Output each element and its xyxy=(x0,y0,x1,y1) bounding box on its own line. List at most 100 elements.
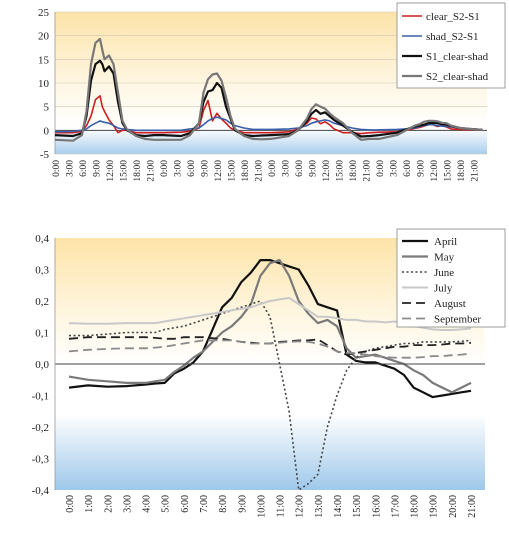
series-line-april xyxy=(68,259,472,399)
panel-b-x-tick-label: 21:00 xyxy=(467,495,478,518)
legend-label-clear-s2-s1: clear_S2-S1 xyxy=(426,11,480,23)
panel-b-y-tick-label: -0,1 xyxy=(32,391,49,403)
panel-a-x-tick-label: 18:00 xyxy=(457,160,467,182)
panel-a-x-tick-label: 12:00 xyxy=(430,160,440,182)
panel-a-legend: clear_S2-S1 shad_S2-S1 S1_clear-shad S2_cle… xyxy=(396,2,506,89)
panel-a-x-tick-label: 3:00 xyxy=(66,160,76,177)
series-line-september xyxy=(68,339,472,359)
panel-a-x-tick-label: 9:00 xyxy=(309,160,319,177)
panel-b-y-ticks: -0,4 -0,3 -0,2 -0,1 0,0 0,1 0,2 0,3 0,4 xyxy=(32,233,485,497)
panel-b-x-tick-label: 3:00 xyxy=(122,495,133,513)
panel-b-x-tick-label: 0:00 xyxy=(65,495,76,513)
panel-a-x-tick-label: 18:00 xyxy=(133,160,143,182)
panel-b-x-tick-label: 16:00 xyxy=(371,495,382,518)
series-line-may xyxy=(68,259,472,394)
panel-a-x-tick-label: 15:00 xyxy=(444,160,454,182)
panel-b-x-tick-label: 9:00 xyxy=(237,495,248,513)
panel-a-x-tick-label: 0:00 xyxy=(160,160,170,177)
series-line-august xyxy=(68,336,472,356)
panel-a-legend-box xyxy=(396,2,506,89)
panel-b-x-tick-label: 15:00 xyxy=(352,495,363,518)
panel-b-y-tick-label: -0,3 xyxy=(32,454,50,466)
panel-b-x-tick-label: 20:00 xyxy=(448,495,459,518)
panel-b: -0,4 -0,3 -0,2 -0,1 0,0 0,1 0,2 0,3 0,4 0:00 1:00… xyxy=(32,228,506,518)
panel-a-x-tick-label: 12:00 xyxy=(214,160,224,182)
panel-a-y-tick-label: -5 xyxy=(40,149,50,161)
series-line-s1-clear-shad xyxy=(54,59,483,138)
panel-b-series xyxy=(68,259,472,491)
panel-b-x-tick-label: 1:00 xyxy=(84,495,95,513)
panel-a-y-tick-label: 15 xyxy=(38,54,50,66)
panel-b-x-tick-label: 18:00 xyxy=(410,495,421,518)
panel-a-x-tick-label: 12:00 xyxy=(322,160,332,182)
panel-b-x-tick-label: 10:00 xyxy=(256,495,267,518)
series-line-s2-clear-shad xyxy=(54,37,483,142)
panel-b-x-tick-label: 2:00 xyxy=(103,495,114,513)
panel-a-y-ticks: -5 0 5 10 15 20 25 xyxy=(38,7,50,161)
panel-b-y-tick-label: 0,3 xyxy=(35,265,49,277)
panel-a-series xyxy=(54,37,483,142)
panel-a-x-tick-label: 9:00 xyxy=(201,160,211,177)
panel-b-x-ticks: 0:00 1:00 2:00 3:00 4:00 5:00 6:00 7:00 8:00 9:00… xyxy=(65,495,478,518)
panel-b-x-tick-label: 17:00 xyxy=(390,495,401,518)
panel-b-x-tick-label: 4:00 xyxy=(142,495,153,513)
panel-a-y-tick-label: 25 xyxy=(38,7,50,19)
legend-label-s1-clear-shad: S1_clear-shad xyxy=(426,51,489,63)
panel-b-y-tick-label: 0,2 xyxy=(35,296,49,308)
panel-a-y-tick-label: 20 xyxy=(38,31,50,43)
panel-a-x-tick-label: 6:00 xyxy=(79,160,89,177)
panel-b-x-tick-label: 6:00 xyxy=(180,495,191,513)
legend-label-july: July xyxy=(434,283,453,295)
panel-a-x-tick-label: 21:00 xyxy=(147,160,157,182)
panel-b-x-tick-label: 7:00 xyxy=(199,495,210,513)
panel-a-x-tick-label: 0:00 xyxy=(376,160,386,177)
panel-a-y-tick-label: 0 xyxy=(44,125,50,137)
panel-a-x-tick-label: 0:00 xyxy=(52,160,62,177)
panel-a-x-tick-label: 15:00 xyxy=(228,160,238,182)
panel-a-x-tick-label: 3:00 xyxy=(390,160,400,177)
legend-label-april: April xyxy=(434,236,457,248)
panel-a-x-ticks: 0:00 3:00 6:00 9:00 12:00 15:00 18:00 21:00 0:00… xyxy=(52,160,481,182)
panel-a-x-tick-label: 3:00 xyxy=(174,160,184,177)
legend-label-shad-s2-s1: shad_S2-S1 xyxy=(426,31,479,43)
panel-a-x-tick-label: 6:00 xyxy=(403,160,413,177)
panel-a-x-tick-label: 15:00 xyxy=(120,160,130,182)
panel-b-x-tick-label: 12:00 xyxy=(295,495,306,518)
panel-b-x-tick-label: 13:00 xyxy=(314,495,325,518)
panel-b-y-tick-label: 0,1 xyxy=(35,328,49,340)
panel-a-y-tick-label: 5 xyxy=(44,102,50,114)
legend-label-august: August xyxy=(434,298,466,310)
panel-b-y-tick-label: -0,2 xyxy=(32,422,49,434)
panel-a-x-tick-label: 3:00 xyxy=(282,160,292,177)
panel-a-x-tick-label: 15:00 xyxy=(336,160,346,182)
panel-a-x-tick-label: 6:00 xyxy=(187,160,197,177)
panel-b-y-tick-label: 0,4 xyxy=(35,233,49,245)
panel-b-legend: April May June July August September xyxy=(396,228,506,328)
panel-a-x-tick-label: 18:00 xyxy=(349,160,359,182)
panel-a-x-tick-label: 0:00 xyxy=(268,160,278,177)
panel-a-x-tick-label: 21:00 xyxy=(363,160,373,182)
panel-a-x-tick-label: 9:00 xyxy=(417,160,427,177)
legend-label-s2-clear-shad: S2_clear-shad xyxy=(426,71,489,83)
series-line-june xyxy=(69,300,472,491)
legend-label-september: September xyxy=(434,314,481,326)
panel-b-x-tick-label: 14:00 xyxy=(333,495,344,518)
panel-a-x-tick-label: 6:00 xyxy=(295,160,305,177)
panel-a-x-tick-label: 21:00 xyxy=(255,160,265,182)
panel-b-x-tick-label: 8:00 xyxy=(218,495,229,513)
panel-b-y-tick-label: -0,4 xyxy=(32,485,50,497)
panel-a-x-tick-label: 9:00 xyxy=(93,160,103,177)
legend-label-june: June xyxy=(434,267,454,279)
panel-b-y-tick-label: 0,0 xyxy=(35,359,49,371)
panel-a-x-tick-label: 18:00 xyxy=(241,160,251,182)
panel-b-legend-box xyxy=(396,228,506,328)
panel-a-x-tick-label: 21:00 xyxy=(471,160,481,182)
panel-b-x-tick-label: 11:00 xyxy=(276,495,287,517)
legend-label-may: May xyxy=(434,252,455,264)
panel-a-x-tick-label: 12:00 xyxy=(106,160,116,182)
panel-b-x-tick-label: 5:00 xyxy=(161,495,172,513)
panel-a-y-tick-label: 10 xyxy=(38,78,50,90)
panel-b-x-tick-label: 19:00 xyxy=(429,495,440,518)
